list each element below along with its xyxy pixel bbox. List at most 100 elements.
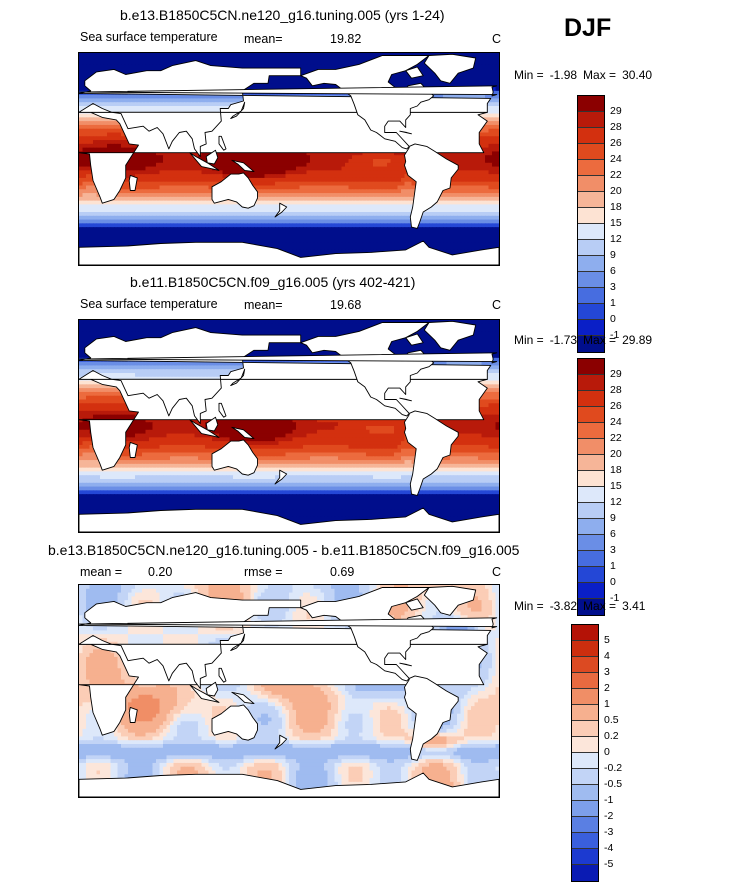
colorbar-level-label: 24	[610, 416, 622, 428]
colorbar-level-label: 3	[604, 666, 610, 678]
colorbar-swatch	[578, 96, 604, 112]
colorbar-swatch	[572, 673, 598, 689]
map-canvas	[79, 585, 499, 797]
units-label: C	[492, 32, 501, 46]
colorbar-level-label: 28	[610, 121, 622, 133]
colorbar-level-label: -5	[604, 858, 613, 870]
colorbar-level-label: 18	[610, 464, 622, 476]
colorbar-swatch	[572, 753, 598, 769]
colorbar-level-label: 22	[610, 432, 622, 444]
colorbar-level-label: 26	[610, 400, 622, 412]
colorbar-swatch	[578, 503, 604, 519]
colorbar-level-label: 29	[610, 368, 622, 380]
colorbar-swatch	[578, 144, 604, 160]
colorbar-swatch	[578, 487, 604, 503]
sst-map	[78, 52, 500, 266]
colorbar-level-label: -4	[604, 842, 613, 854]
mean-value: 19.68	[330, 298, 361, 312]
colorbar-level-label: -1	[604, 794, 613, 806]
mean-label: mean=	[244, 32, 283, 46]
panel-title: b.e13.B1850C5CN.ne120_g16.tuning.005 - b…	[48, 542, 519, 558]
max-label: Max =	[583, 333, 616, 347]
colorbar-level-label: 0.5	[604, 714, 619, 726]
colorbar-level-label: 4	[604, 650, 610, 662]
max-label: Max =	[583, 599, 616, 613]
mean-label: mean=	[244, 298, 283, 312]
colorbar-swatch	[578, 391, 604, 407]
colorbar-swatch	[578, 375, 604, 391]
colorbar-swatch	[572, 689, 598, 705]
mean-label: mean =	[80, 565, 122, 579]
mean-value: 19.82	[330, 32, 361, 46]
min-label: Min =	[514, 68, 544, 82]
panel-model-1: b.e13.B1850C5CN.ne120_g16.tuning.005 (yr…	[0, 0, 733, 268]
colorbar-swatch	[572, 625, 598, 641]
colorbar	[571, 624, 599, 882]
colorbar-swatch	[578, 128, 604, 144]
colorbar-level-label: 15	[610, 217, 622, 229]
colorbar-swatch	[572, 721, 598, 737]
max-value: 29.89	[622, 333, 652, 347]
min-label: Min =	[514, 333, 544, 347]
colorbar-swatch	[578, 407, 604, 423]
colorbar-swatch	[572, 833, 598, 849]
colorbar-swatch	[578, 192, 604, 208]
colorbar-swatch	[578, 208, 604, 224]
panel-model-2: b.e11.B1850C5CN.f09_g16.005 (yrs 402-421…	[0, 268, 733, 538]
panel-title: b.e11.B1850C5CN.f09_g16.005 (yrs 402-421…	[130, 274, 415, 290]
map-canvas	[79, 53, 499, 265]
colorbar-swatch	[572, 801, 598, 817]
mean-value: 0.20	[148, 565, 172, 579]
colorbar-swatch	[578, 455, 604, 471]
max-value: 3.41	[622, 599, 645, 613]
colorbar-level-label: 29	[610, 105, 622, 117]
colorbar-swatch	[572, 737, 598, 753]
colorbar-swatch	[578, 423, 604, 439]
units-label: C	[492, 298, 501, 312]
colorbar-level-label: 20	[610, 185, 622, 197]
colorbar-level-label: 1	[604, 698, 610, 710]
colorbar-level-label: 22	[610, 169, 622, 181]
min-value: -1.73	[550, 333, 577, 347]
colorbar-swatch	[578, 519, 604, 535]
colorbar-swatch	[578, 112, 604, 128]
min-label: Min =	[514, 599, 544, 613]
panel-title: b.e13.B1850C5CN.ne120_g16.tuning.005 (yr…	[120, 7, 445, 23]
colorbar-level-label: 5	[604, 634, 610, 646]
max-label: Max =	[583, 68, 616, 82]
variable-label: Sea surface temperature	[80, 30, 218, 44]
colorbar-level-label: 26	[610, 137, 622, 149]
min-value: -1.98	[550, 68, 577, 82]
colorbar-swatch	[572, 641, 598, 657]
colorbar-swatch	[572, 657, 598, 673]
min-max-readout: Min = -1.98 Max = 30.40	[514, 68, 658, 82]
sst-difference-map	[78, 584, 500, 798]
colorbar-swatch	[578, 240, 604, 256]
colorbar-swatch	[578, 471, 604, 487]
max-value: 30.40	[622, 68, 652, 82]
colorbar-level-label: 12	[610, 496, 622, 508]
colorbar-swatch	[572, 769, 598, 785]
colorbar-level-label: 9	[610, 512, 616, 524]
map-canvas	[79, 320, 499, 532]
colorbar-level-label: 18	[610, 201, 622, 213]
rmse-label: rmse =	[244, 565, 283, 579]
colorbar-swatch	[578, 224, 604, 240]
variable-label: Sea surface temperature	[80, 297, 218, 311]
min-max-readout: Min = -3.82 Max = 3.41	[514, 599, 651, 613]
rmse-value: 0.69	[330, 565, 354, 579]
sst-map	[78, 319, 500, 533]
colorbar-swatch	[578, 176, 604, 192]
colorbar-swatch	[572, 849, 598, 865]
colorbar-level-label: 15	[610, 480, 622, 492]
colorbar-swatch	[578, 160, 604, 176]
colorbar-level-label: -0.2	[604, 762, 622, 774]
colorbar-swatch	[572, 817, 598, 833]
min-value: -3.82	[550, 599, 577, 613]
min-max-readout: Min = -1.73 Max = 29.89	[514, 333, 658, 347]
colorbar-swatch	[572, 705, 598, 721]
colorbar-swatch	[572, 865, 598, 881]
colorbar-level-label: 28	[610, 384, 622, 396]
panel-difference: b.e13.B1850C5CN.ne120_g16.tuning.005 - b…	[0, 538, 733, 801]
colorbar-swatch	[572, 785, 598, 801]
